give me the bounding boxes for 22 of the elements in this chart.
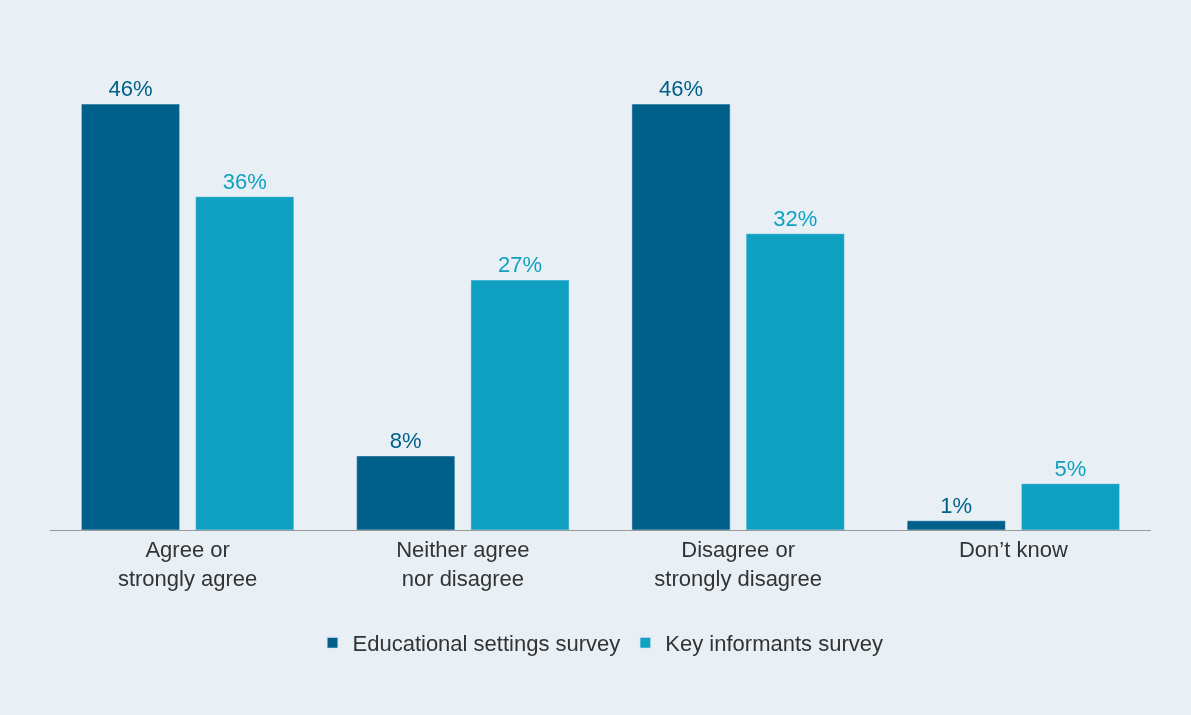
- data-label: 1%: [940, 492, 973, 518]
- data-label: 46%: [108, 76, 153, 102]
- x-tick-label: Don’t know: [958, 537, 1068, 563]
- data-label: 32%: [773, 205, 818, 231]
- bar: [81, 103, 180, 530]
- bar: [470, 279, 570, 530]
- x-tick-label: Neither agree nor disagree: [396, 537, 530, 591]
- data-label: 27%: [497, 252, 543, 277]
- bar: [195, 196, 295, 530]
- bar: [631, 103, 731, 530]
- bar: [356, 455, 456, 530]
- x-tick-label: Agree or strongly agree: [117, 537, 258, 591]
- legend-label: Key informants survey: [665, 631, 883, 657]
- data-label: 36%: [222, 168, 267, 194]
- data-label: 46%: [658, 76, 704, 102]
- legend-label: Educational settings survey: [352, 631, 621, 657]
- x-tick-label: Disagree or strongly disagree: [654, 537, 822, 591]
- bar: [1021, 483, 1120, 530]
- data-label: 5%: [1054, 455, 1087, 481]
- bar: [906, 520, 1006, 530]
- data-label: 8%: [389, 427, 422, 453]
- bar: [745, 233, 845, 530]
